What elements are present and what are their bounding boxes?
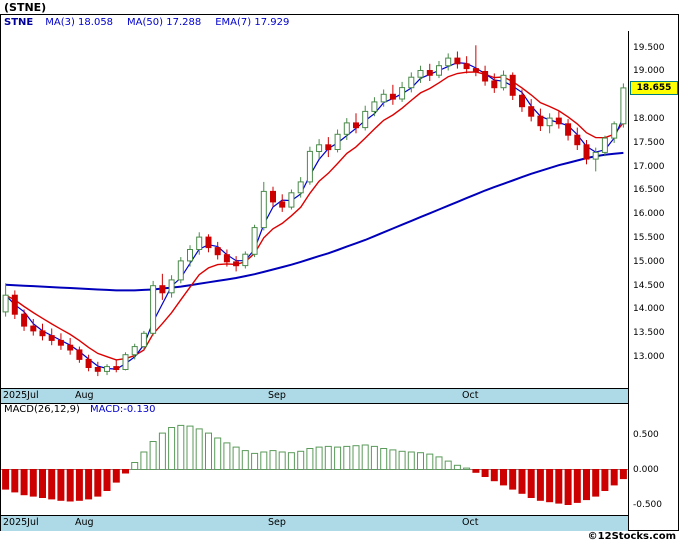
page-title: (STNE) [4,1,47,14]
price-tick-label: 14.000 [633,304,665,314]
macd-tick-label: 0.500 [633,430,659,440]
month-label: Sep [268,390,286,401]
price-tick-label: 18.000 [633,114,665,124]
month-label: Aug [75,390,94,401]
macd-legend: MACD(26,12,9) MACD:-0.130 [4,404,156,415]
price-tick-label: 14.500 [633,281,665,291]
price-tick-label: 16.500 [633,185,665,195]
month-label: Aug [75,517,94,528]
price-tick-label: 17.000 [633,162,665,172]
legend-item: EMA(7) 17.929 [215,17,290,28]
macd-histogram-chart [1,424,628,505]
macd-bars-layer [2,424,627,505]
legend-item: MA(3) 18.058 [45,17,114,28]
month-label: Sep [268,517,286,528]
price-candlestick-chart [2,45,627,377]
current-price-label: 18.655 [630,81,678,95]
ema7-line [5,71,624,361]
macd-tick-label: 0.000 [633,465,659,475]
macd-legend-label: MACD(26,12,9) [4,404,80,415]
month-label: Oct [462,390,479,401]
ticker-symbol: STNE [4,17,34,28]
price-tick-label: 17.500 [633,138,665,148]
date-axis-macd: 2025Jul Aug Sep Oct [1,515,628,531]
axis-divider-line [628,31,629,531]
price-tick-label: 15.500 [633,233,665,243]
candles-layer [2,45,627,377]
month-label: 2025Jul [3,390,39,401]
price-tick-label: 19.000 [633,66,665,76]
ma50-line [5,151,624,292]
price-tick-label: 15.000 [633,257,665,267]
macd-tick-label: -0.500 [633,500,663,510]
price-tick-label: 13.000 [633,352,665,362]
month-label: Oct [462,517,479,528]
date-axis-main: 2025Jul Aug Sep Oct [1,388,628,404]
legend-items: MA(3) 18.058 MA(50) 17.288 EMA(7) 17.929 [45,17,303,28]
price-legend: STNE MA(3) 18.058 MA(50) 17.288 EMA(7) 17.9… [4,17,303,28]
price-tick-label: 13.500 [633,328,665,338]
macd-legend-value: MACD:-0.130 [89,404,156,415]
copyright: ©12Stocks.com [587,531,676,542]
price-tick-label: 16.000 [633,209,665,219]
legend-item: MA(50) 17.288 [127,17,202,28]
chart-frame [0,14,679,531]
month-label: 2025Jul [3,517,39,528]
price-tick-label: 19.500 [633,43,665,53]
